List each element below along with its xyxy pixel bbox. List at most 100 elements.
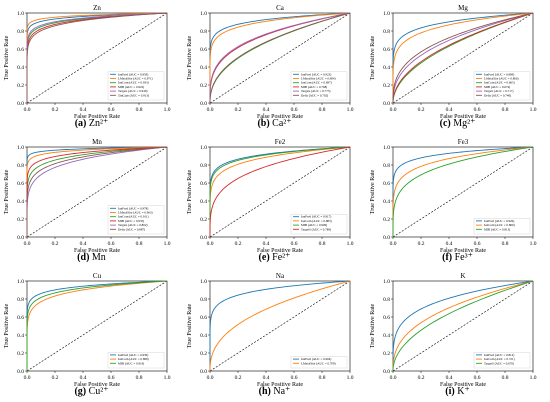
x-tick-label: 0.0 — [24, 241, 31, 247]
roc-panel-k: K 0.0 0.2 0.4 0.6 0.8 1.0 0.0 0.2 0.4 0.6 0.8 1.0 Fal… — [370, 272, 537, 397]
roc-curve-series — [392, 12, 534, 104]
caption-text: Cu²⁺ — [86, 386, 108, 397]
x-tick-label: 0.4 — [446, 241, 453, 247]
legend-box — [290, 71, 348, 101]
legend-entry: Targets (AUC = 0.862) — [118, 223, 148, 227]
legend-entry: MIB (AUC = 0.922) — [118, 85, 144, 89]
panel-caption: (h) Na⁺ — [259, 386, 291, 397]
caption-letter: (b) — [257, 118, 269, 129]
caption-text: Zn²⁺ — [86, 118, 108, 129]
x-tick-label: 0.4 — [263, 241, 270, 247]
legend-box — [107, 352, 165, 369]
y-tick-label: 0.8 — [200, 163, 207, 169]
legend-entry: LMetalSite (AUC = 0.709) — [301, 361, 336, 365]
legend-entry: Delia (AUC = 0.887) — [118, 227, 145, 231]
panel-caption: (i) K⁺ — [445, 386, 469, 397]
legend-entry: Targets (AUC = 0.717) — [484, 89, 514, 93]
roc-curve-series — [26, 12, 168, 104]
x-tick-label: 0.0 — [207, 241, 214, 247]
roc-curve-series — [26, 280, 168, 372]
roc-curve-series — [392, 146, 534, 238]
x-tick-label: 1.0 — [164, 107, 171, 113]
axes-frame — [392, 280, 534, 372]
y-tick-label: 0.6 — [17, 181, 24, 187]
legend-entry: MIB (AUC = 0.919) — [118, 361, 144, 365]
roc-curve-series — [26, 12, 168, 104]
x-tick-label: 0.4 — [263, 375, 270, 381]
x-tick-label: 0.8 — [136, 375, 143, 381]
x-axis-label: False Positive Rate — [440, 248, 486, 254]
y-tick-label: 0.2 — [17, 351, 24, 357]
y-tick-label: 0.0 — [200, 235, 207, 241]
x-tick-label: 0.8 — [319, 241, 326, 247]
panel-title: Fe3 — [458, 138, 469, 146]
legend-box — [473, 218, 531, 235]
roc-curve-series — [209, 146, 351, 238]
roc-curve-series — [392, 280, 534, 372]
caption-letter: (f) — [442, 252, 452, 263]
legend-entry: TargetS (AUC = 0.670) — [484, 361, 514, 365]
legend-entry: IonCom (AUC = 0.898) — [118, 357, 149, 361]
x-tick-label: 0.8 — [136, 107, 143, 113]
y-tick-label: 1.0 — [383, 11, 390, 17]
y-tick-label: 0.4 — [383, 199, 390, 205]
legend-entry: IonPred (AUC = 0.917) — [301, 215, 331, 219]
x-tick-label: 0.6 — [474, 375, 481, 381]
y-axis-label: True Positive Rate — [370, 169, 376, 214]
y-tick-label: 0.0 — [383, 235, 390, 241]
roc-panel-cu: Cu 0.0 0.2 0.4 0.6 0.8 1.0 0.0 0.2 0.4 0.6 0.8 1.0 Fa… — [4, 272, 171, 397]
panel-title: Fe2 — [275, 138, 286, 146]
y-tick-label: 0.2 — [383, 351, 390, 357]
y-tick-label: 0.8 — [17, 163, 24, 169]
roc-curve-series — [209, 146, 351, 238]
y-tick-label: 0.0 — [383, 101, 390, 107]
legend-entry: IonPred (AUC = 0.926) — [484, 219, 514, 223]
panel-caption: (c) Mg²⁺ — [440, 118, 476, 129]
caption-text: Mg²⁺ — [451, 118, 476, 129]
legend-box — [473, 71, 531, 101]
y-tick-label: 1.0 — [200, 279, 207, 285]
x-tick-label: 0.0 — [390, 107, 397, 113]
legend-entry: MIB (AUC = 0.813) — [484, 227, 510, 231]
x-tick-label: 0.2 — [418, 107, 425, 113]
x-tick-label: 0.0 — [390, 375, 397, 381]
panel-title: Cu — [93, 272, 102, 280]
panel-caption: (f) Fe³⁺ — [442, 252, 473, 263]
panel-title: Na — [276, 272, 285, 280]
legend-box — [107, 71, 165, 101]
roc-curve-series — [26, 146, 168, 238]
x-tick-label: 0.8 — [502, 241, 509, 247]
x-tick-label: 1.0 — [530, 241, 537, 247]
legend-entry: TargetS (AUC = 0.789) — [301, 227, 331, 231]
x-tick-label: 0.6 — [108, 107, 115, 113]
roc-curve-series — [26, 280, 168, 372]
caption-letter: (d) — [77, 252, 89, 263]
y-axis-label: True Positive Rate — [187, 303, 193, 348]
x-tick-label: 0.6 — [291, 375, 298, 381]
legend-box — [290, 213, 348, 235]
caption-letter: (e) — [259, 252, 270, 263]
y-tick-label: 0.2 — [200, 217, 207, 223]
legend-box — [290, 356, 348, 369]
legend-entry: LMetalSite (AUC = 0.971) — [118, 77, 153, 81]
roc-curve-series — [392, 12, 534, 104]
x-axis-label: False Positive Rate — [74, 382, 120, 388]
panel-caption: (b) Ca²⁺ — [257, 118, 291, 129]
roc-panel-fe3: Fe3 0.0 0.2 0.4 0.6 0.8 1.0 0.0 0.2 0.4 0.6 0.8 1.0 F… — [370, 138, 537, 263]
roc-curve-series — [392, 12, 534, 104]
x-tick-label: 0.0 — [207, 107, 214, 113]
y-tick-label: 0.4 — [200, 199, 207, 205]
y-tick-label: 0.6 — [200, 315, 207, 321]
y-axis-label: True Positive Rate — [4, 303, 10, 348]
y-tick-label: 0.2 — [17, 83, 24, 89]
x-tick-label: 0.2 — [235, 241, 242, 247]
roc-panel-na: Na 0.0 0.2 0.4 0.6 0.8 1.0 0.0 0.2 0.4 0.6 0.8 1.0 Fa… — [187, 272, 354, 397]
y-tick-label: 0.8 — [17, 29, 24, 35]
legend-entry: Targets (AUC = 0.775) — [301, 89, 331, 93]
x-tick-label: 0.0 — [24, 375, 31, 381]
y-tick-label: 0.2 — [383, 83, 390, 89]
y-tick-label: 0.4 — [383, 65, 390, 71]
x-tick-label: 0.6 — [291, 107, 298, 113]
x-tick-label: 0.6 — [108, 375, 115, 381]
x-tick-label: 0.8 — [319, 107, 326, 113]
